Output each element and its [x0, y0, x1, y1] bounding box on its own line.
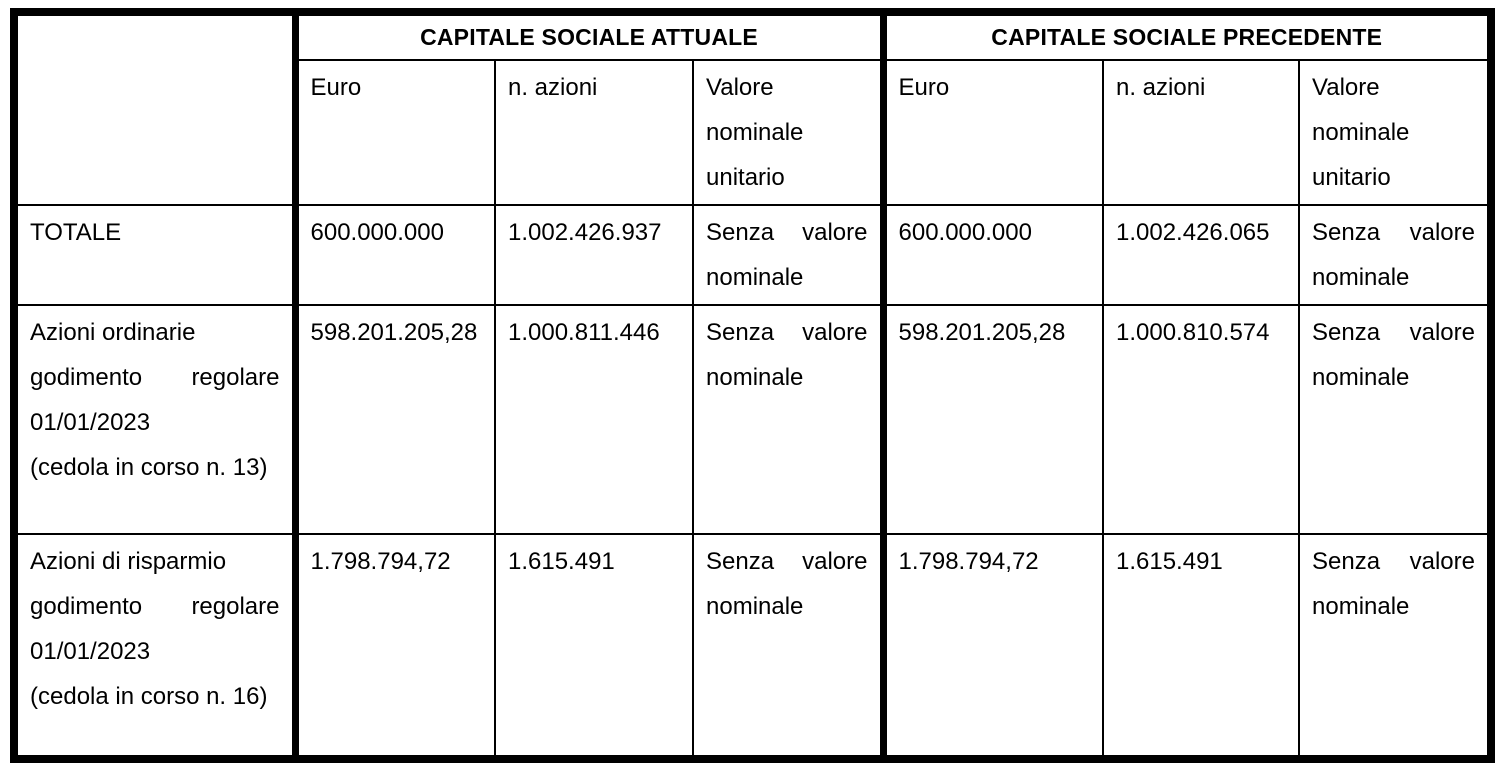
cell-totale-precedente-azioni: 1.002.426.065 [1102, 204, 1300, 306]
value-euro: 598.201.205,28 [898, 319, 1066, 346]
column-label-line: unitario [1312, 164, 1391, 191]
value-euro: 1.798.794,72 [310, 548, 451, 575]
word: godimento [30, 593, 143, 620]
subheader-precedente-valore: Valore nominale unitario [1298, 59, 1492, 206]
value-azioni: 1.000.811.446 [508, 319, 660, 346]
word: valore [802, 219, 868, 246]
value-valore-line: nominale [1312, 364, 1410, 391]
word: Senza [1312, 219, 1381, 246]
row-label-line: godimento regolare [30, 584, 280, 629]
subheader-attuale-azioni: n. azioni [494, 59, 694, 206]
value-valore-line: Senza valore [1312, 310, 1475, 355]
value-euro: 598.201.205,28 [310, 319, 478, 346]
value-valore-line: Senza valore [706, 210, 868, 255]
cell-totale-precedente-euro: 600.000.000 [882, 204, 1104, 306]
word: Senza [706, 219, 775, 246]
word: valore [1409, 319, 1475, 346]
cell-totale-attuale-valore: Senza valore nominale [692, 204, 887, 306]
column-label-line: unitario [706, 164, 785, 191]
value-azioni: 1.615.491 [1116, 548, 1223, 575]
cell-risparmio-attuale-azioni: 1.615.491 [494, 533, 694, 760]
value-euro: 600.000.000 [898, 219, 1032, 246]
column-label: Euro [898, 74, 950, 101]
row-label-text: TOTALE [30, 219, 122, 246]
column-label-line: nominale [1312, 119, 1410, 146]
column-label-line: Valore [1312, 74, 1380, 101]
word: Senza [706, 548, 775, 575]
word: valore [1409, 548, 1475, 575]
column-label: n. azioni [508, 74, 598, 101]
value-valore-line: Senza valore [1312, 210, 1475, 255]
cell-totale-attuale-euro: 600.000.000 [294, 204, 496, 306]
value-valore-line: nominale [706, 593, 804, 620]
cell-ordinarie-precedente-azioni: 1.000.810.574 [1102, 304, 1300, 535]
table-row-azioni-risparmio: Azioni di risparmio godimento regolare 0… [13, 533, 1492, 760]
word: Senza [1312, 319, 1381, 346]
cell-risparmio-precedente-valore: Senza valore nominale [1298, 533, 1492, 760]
column-label: Euro [310, 74, 362, 101]
cell-risparmio-precedente-euro: 1.798.794,72 [882, 533, 1104, 760]
value-valore-line: nominale [706, 264, 804, 291]
row-label-line: godimento regolare [30, 355, 280, 400]
row-label-azioni-risparmio: Azioni di risparmio godimento regolare 0… [13, 533, 299, 760]
word: valore [802, 548, 868, 575]
cell-ordinarie-attuale-euro: 598.201.205,28 [294, 304, 496, 535]
column-label: n. azioni [1116, 74, 1206, 101]
cell-ordinarie-attuale-azioni: 1.000.811.446 [494, 304, 694, 535]
header-capitale-sociale-attuale: CAPITALE SOCIALE ATTUALE [294, 11, 887, 61]
cell-risparmio-attuale-valore: Senza valore nominale [692, 533, 887, 760]
word: regolare [191, 593, 280, 620]
row-label-line: 01/01/2023 [30, 638, 151, 665]
column-label-line: nominale [706, 119, 804, 146]
value-azioni: 1.002.426.937 [508, 219, 662, 246]
corner-cell [13, 11, 299, 206]
value-euro: 1.798.794,72 [898, 548, 1039, 575]
value-valore-line: Senza valore [706, 539, 868, 584]
table-subheader-row: Euro n. azioni Valore nominale unitario … [14, 59, 1492, 206]
row-label-line: Azioni di risparmio [30, 548, 227, 575]
value-azioni: 1.000.810.574 [1116, 319, 1270, 346]
cell-ordinarie-precedente-valore: Senza valore nominale [1298, 304, 1492, 535]
row-label-line: (cedola in corso n. 13) [30, 454, 268, 481]
header-capitale-sociale-precedente: CAPITALE SOCIALE PRECEDENTE [882, 11, 1492, 61]
row-label-azioni-ordinarie: Azioni ordinarie godimento regolare 01/0… [13, 304, 299, 535]
cell-totale-attuale-azioni: 1.002.426.937 [494, 204, 694, 306]
share-capital-table: CAPITALE SOCIALE ATTUALE CAPITALE SOCIAL… [10, 8, 1495, 763]
cell-risparmio-precedente-azioni: 1.615.491 [1102, 533, 1300, 760]
row-label-totale: TOTALE [13, 204, 299, 306]
value-valore-line: nominale [1312, 593, 1410, 620]
column-label-line: Valore [706, 74, 774, 101]
value-valore-line: Senza valore [706, 310, 868, 355]
row-label-line: (cedola in corso n. 16) [30, 683, 268, 710]
cell-totale-precedente-valore: Senza valore nominale [1298, 204, 1492, 306]
value-azioni: 1.002.426.065 [1116, 219, 1270, 246]
cell-risparmio-attuale-euro: 1.798.794,72 [294, 533, 496, 760]
value-valore-line: nominale [706, 364, 804, 391]
table-header-group-row: CAPITALE SOCIALE ATTUALE CAPITALE SOCIAL… [13, 11, 1492, 206]
value-euro: 600.000.000 [310, 219, 444, 246]
row-label-line: 01/01/2023 [30, 409, 151, 436]
subheader-precedente-euro: Euro [882, 59, 1104, 206]
word: regolare [191, 364, 280, 391]
cell-ordinarie-attuale-valore: Senza valore nominale [692, 304, 887, 535]
word: Senza [706, 319, 775, 346]
subheader-attuale-valore: Valore nominale unitario [692, 59, 887, 206]
table-row-azioni-ordinarie: Azioni ordinarie godimento regolare 01/0… [13, 304, 1492, 535]
word: valore [802, 319, 868, 346]
subheader-precedente-azioni: n. azioni [1102, 59, 1300, 206]
cell-ordinarie-precedente-euro: 598.201.205,28 [882, 304, 1104, 535]
value-valore-line: Senza valore [1312, 539, 1475, 584]
subheader-attuale-euro: Euro [294, 59, 496, 206]
word: valore [1409, 219, 1475, 246]
word: godimento [30, 364, 143, 391]
value-valore-line: nominale [1312, 264, 1410, 291]
row-label-line: Azioni ordinarie [30, 319, 196, 346]
word: Senza [1312, 548, 1381, 575]
table-row-totale: TOTALE 600.000.000 1.002.426.937 Senza v… [13, 204, 1492, 306]
value-azioni: 1.615.491 [508, 548, 615, 575]
